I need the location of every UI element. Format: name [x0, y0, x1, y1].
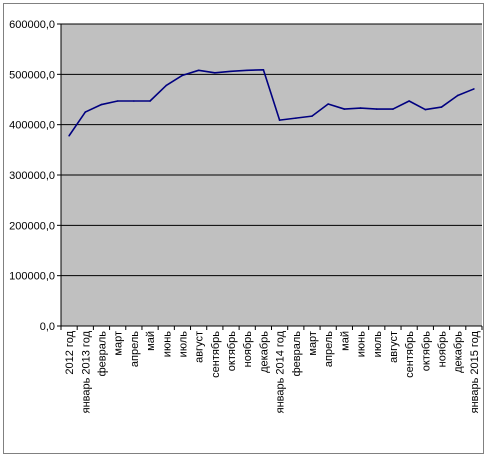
- x-tick-label: январь 2014 год: [275, 330, 287, 413]
- x-tick-label: август: [388, 331, 400, 363]
- y-tick-label: 600000,0: [9, 19, 55, 31]
- x-tick-label: август: [194, 331, 206, 363]
- x-tick-label: июль: [372, 331, 384, 358]
- data-point: [424, 108, 427, 111]
- data-point: [327, 103, 329, 105]
- data-point: [214, 72, 216, 74]
- y-tick-label: 0,0: [40, 321, 55, 333]
- data-point: [311, 115, 313, 117]
- data-point: [343, 108, 346, 110]
- x-tick-label: июнь: [161, 331, 173, 357]
- x-tick-label: июль: [177, 331, 189, 358]
- x-tick-label: февраль: [291, 331, 303, 377]
- data-point: [181, 74, 184, 77]
- y-tick-label: 500000,0: [9, 69, 55, 81]
- x-tick-label: сентябрь: [404, 331, 416, 378]
- y-tick-label: 300000,0: [9, 170, 55, 182]
- data-point: [408, 100, 410, 102]
- x-tick-label: ноябрь: [242, 331, 254, 368]
- chart-frame: 0,0 100000,0 200000,0 300000,0 400000,0 50000…: [3, 3, 484, 454]
- series-line: [68, 69, 475, 137]
- data-point: [84, 111, 87, 113]
- data-point: [116, 100, 119, 102]
- data-point: [165, 84, 168, 87]
- data-point: [278, 119, 281, 121]
- data-point: [473, 88, 475, 90]
- data-point: [262, 69, 265, 71]
- x-tick-label: ноябрь: [437, 331, 449, 368]
- x-tick-label: май: [339, 331, 351, 351]
- x-tick-label: октябрь: [226, 331, 238, 371]
- x-tick-label: декабрь: [453, 331, 465, 373]
- data-point: [197, 69, 200, 72]
- x-tick-label: апрель: [129, 331, 141, 367]
- x-axis-ticks: 2012 год январь 2013 год февраль март апрель…: [60, 326, 483, 413]
- y-tick-label: 400000,0: [9, 120, 55, 132]
- x-tick-label: сентябрь: [210, 331, 222, 378]
- data-point: [246, 69, 249, 72]
- data-point: [100, 103, 103, 106]
- data-point: [68, 134, 70, 137]
- x-tick-label: апрель: [323, 331, 335, 367]
- data-point: [133, 100, 135, 102]
- x-tick-label: январь 2013 год: [80, 330, 92, 413]
- data-point: [392, 108, 394, 110]
- data-point: [440, 106, 443, 108]
- data-point: [359, 107, 362, 109]
- data-point: [149, 100, 151, 102]
- x-tick-label: январь 2015 год: [469, 330, 481, 413]
- data-point: [294, 117, 297, 119]
- gridlines: [61, 23, 482, 277]
- data-point: [375, 108, 378, 110]
- line-chart: 0,0 100000,0 200000,0 300000,0 400000,0 50000…: [9, 19, 483, 413]
- x-tick-label: июнь: [356, 331, 368, 357]
- data-point: [456, 94, 459, 97]
- x-tick-label: 2012 год: [64, 330, 76, 374]
- x-tick-label: февраль: [96, 331, 108, 377]
- data-point: [230, 70, 232, 73]
- x-tick-label: декабрь: [258, 331, 270, 373]
- x-tick-label: март: [113, 331, 125, 356]
- y-tick-label: 200000,0: [9, 220, 55, 232]
- y-axis-ticks: 0,0 100000,0 200000,0 300000,0 400000,0 50000…: [9, 19, 61, 333]
- x-tick-label: май: [145, 331, 157, 351]
- y-tick-label: 100000,0: [9, 271, 55, 283]
- x-tick-label: март: [307, 331, 319, 356]
- x-tick-label: октябрь: [420, 331, 432, 371]
- series-group: [68, 69, 475, 137]
